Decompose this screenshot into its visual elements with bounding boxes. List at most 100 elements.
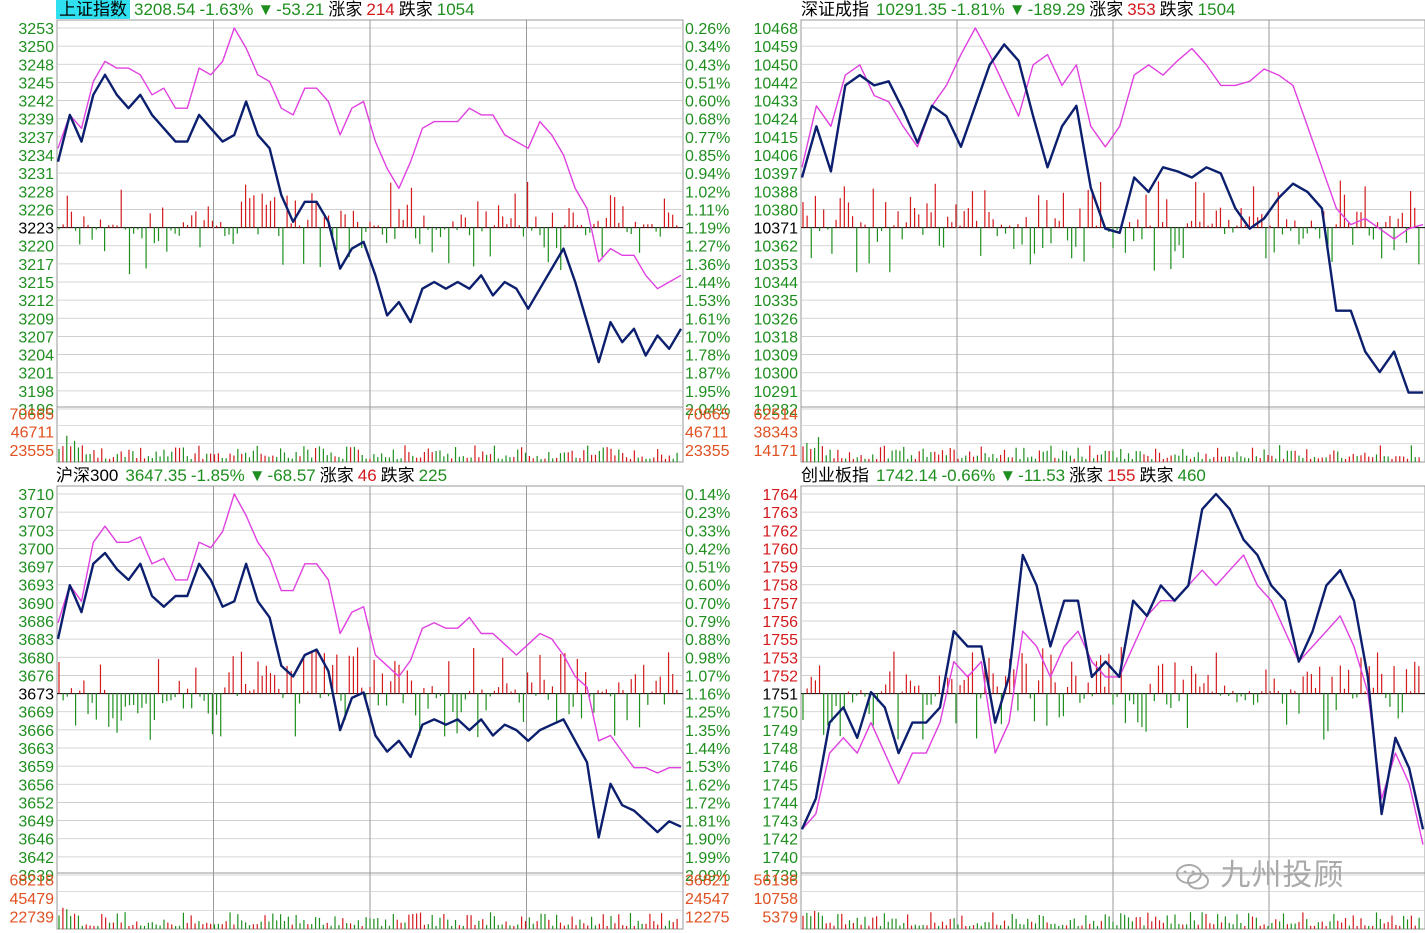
index-change-pct: -1.81% <box>950 0 1005 19</box>
y-tick-label: 3693 <box>18 578 54 595</box>
decliners-label: 跌家 <box>398 0 433 19</box>
down-arrow-icon: ▼ <box>999 466 1017 485</box>
price-line <box>56 73 683 364</box>
index-change: -68.57 <box>267 466 316 485</box>
decliners-label: 跌家 <box>1159 0 1194 19</box>
y-tick-label: 3680 <box>18 650 54 667</box>
y-tick-label: 3652 <box>18 795 54 812</box>
y-tick-label: 3676 <box>18 668 54 685</box>
index-name: 创业板指 <box>801 466 869 485</box>
average-line <box>801 554 1424 845</box>
y-tick-label: 10344 <box>754 275 799 292</box>
down-arrow-icon: ▼ <box>1008 0 1026 19</box>
pct-tick-label: 1.78% <box>685 348 730 365</box>
index-change-pct: -0.66% <box>941 466 996 485</box>
y-tick-label: 10415 <box>754 130 799 147</box>
average-line <box>801 27 1424 240</box>
y-tick-label: 10433 <box>754 94 799 111</box>
y-tick-label: 10468 <box>754 21 799 38</box>
volume-tick-label: 68218 <box>10 872 55 889</box>
y-tick-label: 1739 <box>762 868 798 885</box>
wechat-icon <box>1176 864 1209 890</box>
pct-tick-label: 0.43% <box>685 57 730 74</box>
pct-tick-label: 1.36% <box>685 257 730 274</box>
y-tick-label: 3690 <box>18 596 54 613</box>
watermark: 九州投顾 <box>1175 850 1344 894</box>
pct-tick-label: 0.14% <box>685 487 730 504</box>
y-tick-label: 1743 <box>762 814 798 831</box>
y-tick-label: 10282 <box>754 402 799 419</box>
panel-header: 创业板指 1742.14 -0.66% ▼ -11.53 涨家 155 跌家 460 <box>801 466 1210 486</box>
index-name: 沪深300 <box>56 466 119 485</box>
down-arrow-icon: ▼ <box>248 466 266 485</box>
chart-svg: 3710 0.14% 3707 0.23% 3703 0.33% 3700 0.42% 3697… <box>10 485 730 930</box>
volume-tick-label: 38343 <box>754 425 799 442</box>
y-tick-label: 3673 <box>18 687 54 704</box>
y-tick-label: 1764 <box>762 487 798 504</box>
y-tick-label: 3686 <box>18 614 54 631</box>
y-tick-label: 3242 <box>18 94 54 111</box>
y-tick-label: 1758 <box>762 578 798 595</box>
decliners-label: 跌家 <box>1139 466 1174 485</box>
volume-tick-label: 22739 <box>10 910 55 927</box>
y-tick-label: 3663 <box>18 741 54 758</box>
price-line <box>800 492 1425 830</box>
index-price: 3647.35 <box>125 466 187 485</box>
y-tick-label: 10459 <box>754 39 799 56</box>
y-tick-label: 1762 <box>762 523 798 540</box>
panel-header: 沪深300 3647.35 -1.85% ▼ -68.57 涨家 46 跌家 225 <box>56 466 451 486</box>
pct-tick-label: 0.26% <box>685 21 730 38</box>
y-tick-label: 1746 <box>762 759 798 776</box>
volume-tick-label: 62514 <box>754 406 799 423</box>
index-name: 深证成指 <box>801 0 869 19</box>
volume-tick-label: 46711 <box>11 425 54 442</box>
advancers-label: 涨家 <box>1069 466 1104 485</box>
advancers-label: 涨家 <box>328 0 363 19</box>
pct-tick-label: 1.99% <box>685 850 730 867</box>
panel-header: 深证成指 10291.35 -1.81% ▼ -189.29 涨家 353 跌家 1504 <box>801 0 1239 20</box>
y-tick-label: 3237 <box>18 130 54 147</box>
chart-svg: 3253 0.26% 3250 0.34% 3248 0.43% 3245 0.51% 3242… <box>10 19 730 463</box>
y-tick-label: 3659 <box>18 759 54 776</box>
index-change-pct: -1.63% <box>199 0 254 19</box>
pct-tick-label: 0.33% <box>685 523 730 540</box>
y-tick-label: 3649 <box>18 814 54 831</box>
pct-tick-label: 0.23% <box>685 505 730 522</box>
y-tick-label: 3239 <box>18 112 54 129</box>
pct-tick-label: 1.44% <box>685 275 730 292</box>
y-tick-label: 1759 <box>762 560 798 577</box>
decliners-count: 1504 <box>1197 0 1236 19</box>
index-price: 3208.54 <box>134 0 196 19</box>
advancers-count: 46 <box>357 466 377 485</box>
y-tick-label: 10318 <box>754 329 799 346</box>
pct-tick-label: 1.25% <box>685 705 730 722</box>
price-line <box>56 551 682 839</box>
pct-tick-label: 0.60% <box>685 94 730 111</box>
y-tick-label: 1742 <box>762 832 798 849</box>
pct-tick-label: 1.53% <box>685 293 730 310</box>
y-tick-label: 3707 <box>18 505 54 522</box>
y-tick-label: 1756 <box>762 614 798 631</box>
volume-tick-label: 14171 <box>754 443 799 460</box>
index-panel: 创业板指 1742.14 -0.66% ▼ -11.53 涨家 155 跌家 460 1764 17… <box>745 466 1425 933</box>
y-tick-label: 1755 <box>762 632 798 649</box>
pct-tick-label: 0.51% <box>685 560 730 577</box>
y-tick-label: 3196 <box>18 402 54 419</box>
volume-tick-label: 46711 <box>685 425 728 442</box>
y-tick-label: 10380 <box>754 202 799 219</box>
volume-tick-label: 5379 <box>762 910 798 927</box>
index-panel: 深证成指 10291.35 -1.81% ▼ -189.29 涨家 353 跌家 1504 104… <box>745 0 1425 466</box>
advancers-label: 涨家 <box>1089 0 1124 19</box>
index-change: -11.53 <box>1018 466 1066 485</box>
pct-tick-label: 2.04% <box>685 402 730 419</box>
volume-tick-label: 23355 <box>685 443 730 460</box>
y-tick-label: 3669 <box>18 705 54 722</box>
y-tick-label: 10397 <box>754 166 799 183</box>
y-tick-label: 3207 <box>18 329 54 346</box>
watermark-text: 九州投顾 <box>1220 859 1345 892</box>
pct-tick-label: 0.94% <box>685 166 730 183</box>
y-tick-label: 3209 <box>18 311 54 328</box>
y-tick-label: 3212 <box>18 293 54 310</box>
volume-tick-label: 12275 <box>685 910 730 927</box>
